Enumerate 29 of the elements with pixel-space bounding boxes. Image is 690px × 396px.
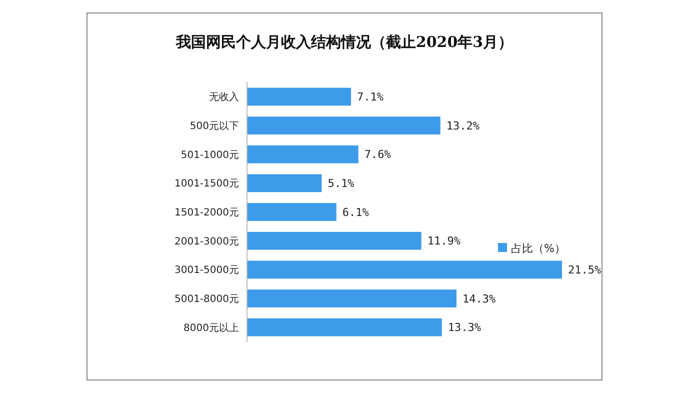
y-tick-label: 500元以下 — [190, 120, 239, 132]
bar — [247, 203, 336, 221]
legend-label: 占比（%） — [511, 242, 566, 255]
data-label: 7.1% — [357, 90, 384, 104]
y-tick-label: 1501-2000元 — [174, 208, 239, 218]
data-label: 13.3% — [448, 321, 482, 334]
chart-title: 我国网民个人月收入结构情况（截止2020年3月） — [174, 33, 514, 51]
bar — [247, 318, 442, 336]
data-label: 11.9% — [427, 234, 461, 248]
y-tick-label: 5001-8000元 — [174, 294, 239, 305]
y-tick-label: 2001-3000元 — [174, 236, 239, 248]
y-tick-label: 8000元以上 — [184, 322, 239, 334]
bar — [247, 290, 457, 308]
data-label: 7.6% — [364, 148, 392, 162]
bar — [247, 88, 352, 106]
data-label: 14.3% — [462, 292, 496, 306]
bar — [247, 145, 358, 164]
bar — [247, 232, 422, 250]
y-tick-label: 3001-5000元 — [174, 265, 239, 276]
bar — [247, 174, 322, 192]
data-label: 5.1% — [328, 177, 355, 190]
data-label: 6.1% — [342, 206, 370, 219]
y-tick-label: 501-1000元 — [180, 150, 239, 161]
y-tick-label: 无收入 — [209, 91, 239, 104]
bar — [247, 116, 440, 134]
data-label: 13.2% — [446, 119, 480, 132]
y-tick-label: 1001-1500元 — [174, 178, 239, 190]
bar — [247, 260, 562, 279]
data-label: 21.5% — [568, 264, 602, 276]
